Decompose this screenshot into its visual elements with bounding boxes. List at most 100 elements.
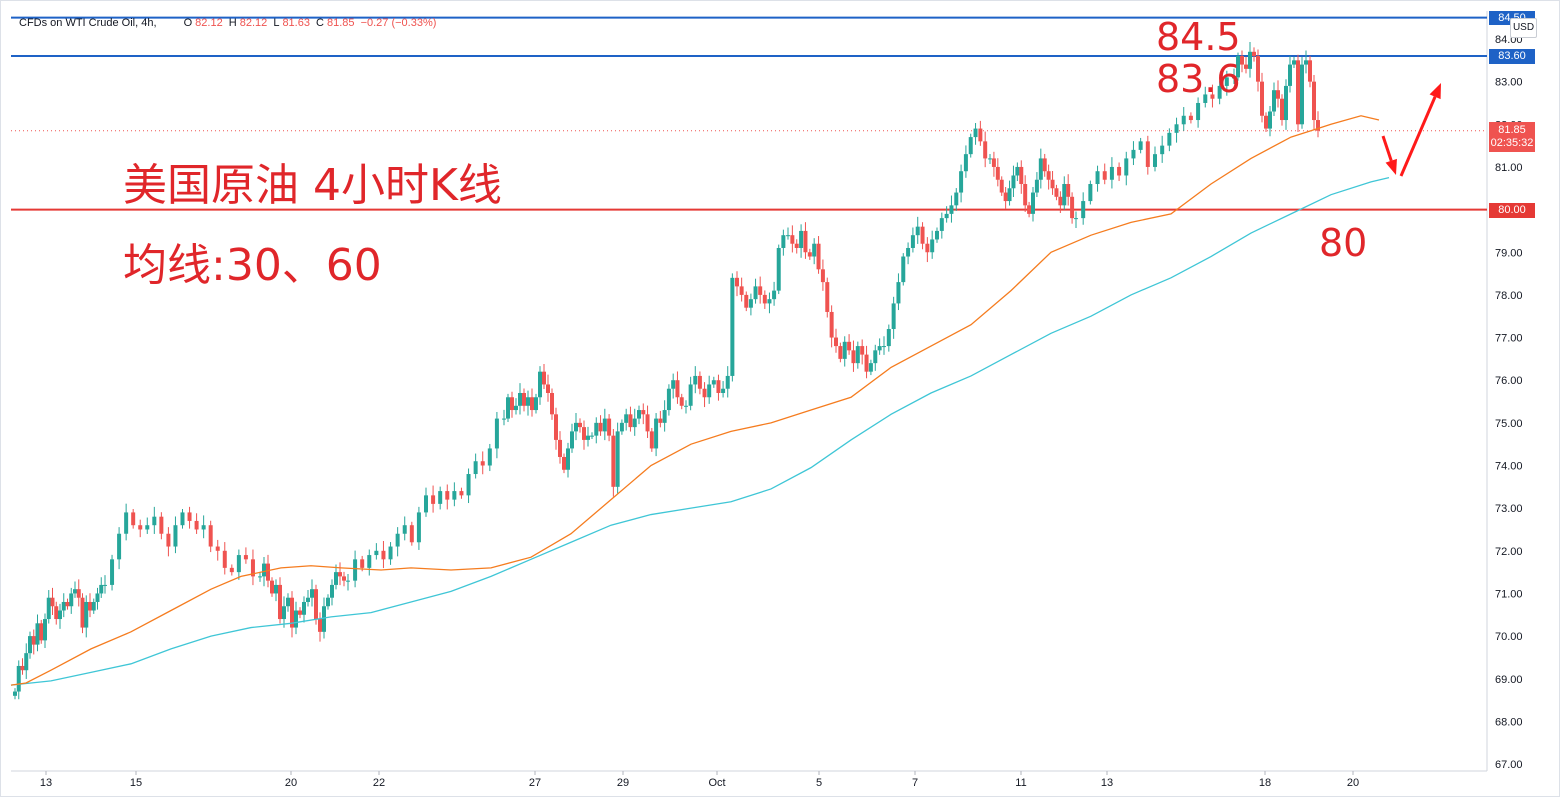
y-tick-label: 83.00 bbox=[1495, 77, 1523, 89]
candle-body bbox=[807, 252, 812, 257]
candle-body bbox=[514, 405, 518, 411]
candle-body bbox=[222, 550, 227, 568]
candle-body bbox=[31, 636, 36, 645]
candle-body bbox=[166, 533, 171, 547]
candle-body bbox=[322, 606, 326, 632]
x-tick-label: 5 bbox=[816, 777, 822, 789]
candle-body bbox=[152, 516, 157, 526]
candle-body bbox=[314, 589, 318, 620]
y-tick-label: 75.00 bbox=[1495, 418, 1523, 430]
candle-body bbox=[342, 576, 346, 581]
candle-body bbox=[730, 277, 735, 376]
candle-body bbox=[679, 397, 684, 406]
candle-body bbox=[534, 397, 538, 411]
candle-body bbox=[367, 555, 372, 568]
candle-body bbox=[294, 610, 298, 628]
annotation-title: 美国原油 4小时K线 bbox=[123, 160, 502, 211]
candle-body bbox=[550, 392, 554, 415]
candle-body bbox=[1058, 196, 1063, 206]
candle-body bbox=[906, 247, 911, 257]
candle-body bbox=[278, 584, 282, 620]
candle-body bbox=[963, 154, 968, 172]
candle-body bbox=[124, 512, 129, 534]
candle-body bbox=[882, 346, 886, 348]
y-tick-label: 79.00 bbox=[1495, 247, 1523, 259]
candle-body bbox=[658, 418, 663, 423]
candle-body bbox=[697, 375, 702, 389]
ma30-line bbox=[10, 115, 1380, 686]
candle-body bbox=[494, 418, 499, 449]
price-tag-support: 80.00 bbox=[1489, 203, 1535, 218]
candle-body bbox=[748, 299, 753, 308]
currency-button[interactable]: USD bbox=[1510, 18, 1537, 38]
candle-body bbox=[910, 235, 915, 248]
candle-body bbox=[1244, 64, 1248, 69]
trend-arrow-shaft bbox=[1399, 96, 1437, 177]
candle-body bbox=[558, 439, 562, 457]
open-value: 82.12 bbox=[195, 17, 223, 29]
candle-body bbox=[1224, 77, 1229, 86]
candle-body bbox=[73, 589, 77, 594]
candle-body bbox=[526, 397, 530, 406]
candle-body bbox=[1023, 184, 1028, 206]
candle-body bbox=[274, 584, 278, 594]
candle-body bbox=[542, 371, 546, 385]
trend-arrow-head bbox=[1429, 83, 1441, 100]
candle-body bbox=[402, 525, 407, 534]
candle-body bbox=[262, 563, 266, 577]
candle-body bbox=[180, 512, 185, 526]
candle-body bbox=[1188, 115, 1193, 121]
candle-body bbox=[739, 286, 744, 295]
candle-body bbox=[346, 580, 350, 582]
candle-body bbox=[594, 422, 599, 436]
candle-body bbox=[445, 491, 450, 500]
candle-body bbox=[290, 597, 294, 628]
candle-body bbox=[187, 512, 192, 521]
candle-body bbox=[847, 341, 852, 351]
trend-arrow-head bbox=[1385, 158, 1397, 175]
candle-body bbox=[920, 226, 925, 244]
candle-body bbox=[1160, 145, 1165, 155]
candle-body bbox=[194, 520, 199, 530]
candle-body bbox=[1264, 115, 1268, 129]
candle-body bbox=[1280, 98, 1284, 121]
candle-body bbox=[1027, 205, 1032, 214]
candle-body bbox=[628, 414, 633, 428]
candle-body bbox=[753, 286, 758, 300]
candle-body bbox=[270, 580, 274, 594]
candle-body bbox=[306, 597, 310, 602]
candle-body bbox=[671, 380, 676, 389]
candle-body bbox=[688, 384, 693, 406]
candle-body bbox=[711, 380, 716, 385]
candle-body bbox=[1174, 124, 1179, 133]
candle-body bbox=[538, 371, 542, 398]
candle-body bbox=[574, 422, 578, 432]
candle-body bbox=[1019, 166, 1024, 185]
candle-body bbox=[868, 363, 873, 372]
candle-body bbox=[959, 171, 964, 193]
candle-body bbox=[662, 410, 667, 423]
y-tick-label: 73.00 bbox=[1495, 503, 1523, 515]
candle-body bbox=[1203, 94, 1208, 103]
candle-body bbox=[649, 431, 654, 449]
candle-body bbox=[250, 559, 255, 577]
candle-body bbox=[1102, 171, 1107, 180]
candle-body bbox=[395, 533, 400, 547]
candle-body bbox=[578, 422, 582, 428]
candle-body bbox=[641, 410, 646, 415]
candle-body bbox=[988, 158, 992, 160]
candle-body bbox=[632, 418, 637, 428]
y-tick-label: 68.00 bbox=[1495, 716, 1523, 728]
candle-body bbox=[886, 329, 891, 347]
close-value: 81.85 bbox=[326, 17, 355, 29]
candle-body bbox=[310, 589, 314, 598]
annotation-moving-averages: 均线:30、60 bbox=[123, 240, 382, 291]
candle-body bbox=[236, 555, 241, 573]
x-tick-label: 13 bbox=[40, 777, 52, 789]
candle-body bbox=[562, 456, 566, 470]
candle-body bbox=[864, 354, 869, 372]
candle-body bbox=[842, 341, 847, 359]
candle-body bbox=[95, 593, 100, 602]
candle-body bbox=[282, 606, 286, 620]
